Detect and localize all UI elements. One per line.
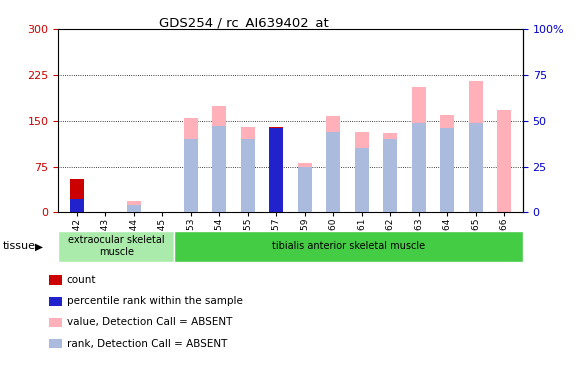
Text: tissue: tissue: [3, 241, 36, 251]
Bar: [497, 110, 511, 212]
Bar: [70, 179, 84, 212]
Text: percentile rank within the sample: percentile rank within the sample: [67, 296, 243, 306]
Bar: [440, 128, 454, 212]
Text: ▶: ▶: [35, 241, 43, 251]
Bar: [212, 105, 227, 212]
Text: count: count: [67, 275, 96, 285]
Bar: [354, 148, 369, 212]
Bar: [70, 199, 84, 212]
Bar: [127, 205, 141, 212]
Text: value, Detection Call = ABSENT: value, Detection Call = ABSENT: [67, 317, 232, 328]
Bar: [297, 164, 312, 212]
Bar: [174, 231, 523, 262]
Bar: [184, 139, 198, 212]
Bar: [241, 127, 255, 212]
Bar: [326, 132, 340, 212]
Bar: [412, 123, 426, 212]
Bar: [269, 127, 284, 212]
Bar: [184, 118, 198, 212]
Text: rank, Detection Call = ABSENT: rank, Detection Call = ABSENT: [67, 339, 227, 349]
Bar: [383, 133, 397, 212]
Bar: [354, 132, 369, 212]
Bar: [58, 231, 174, 262]
Bar: [297, 167, 312, 212]
Bar: [412, 87, 426, 212]
Bar: [127, 201, 141, 212]
Text: GDS254 / rc_AI639402_at: GDS254 / rc_AI639402_at: [159, 16, 329, 30]
Bar: [469, 81, 483, 212]
Bar: [383, 139, 397, 212]
Bar: [212, 126, 227, 212]
Text: tibialis anterior skeletal muscle: tibialis anterior skeletal muscle: [272, 241, 425, 251]
Bar: [326, 116, 340, 212]
Bar: [440, 115, 454, 212]
Bar: [269, 128, 284, 212]
Bar: [469, 123, 483, 212]
Bar: [241, 139, 255, 212]
Text: extraocular skeletal
muscle: extraocular skeletal muscle: [68, 235, 164, 257]
